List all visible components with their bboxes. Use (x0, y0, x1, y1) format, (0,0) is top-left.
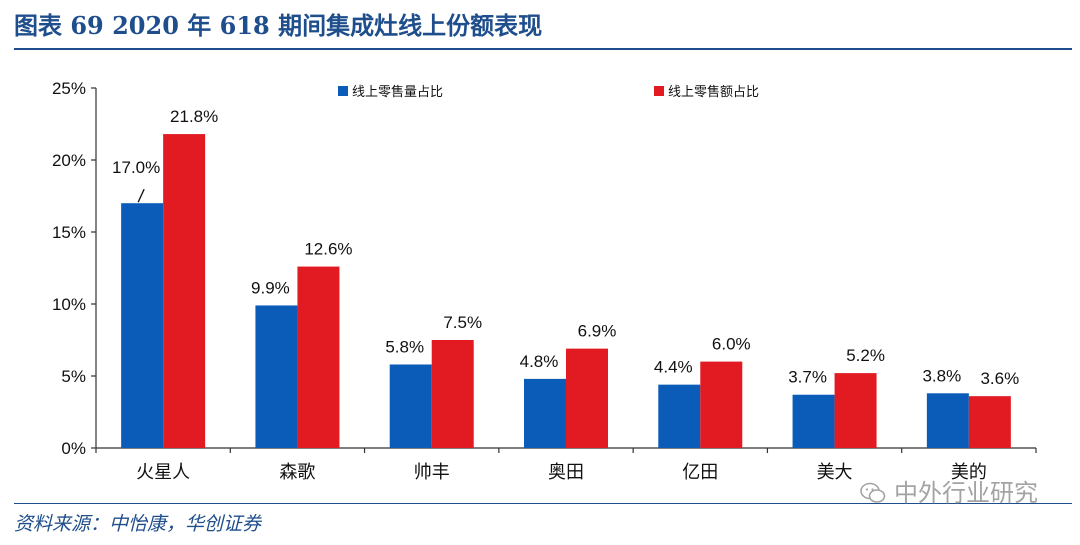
bar-volume (524, 378, 566, 448)
y-tick-label: 5% (61, 367, 86, 386)
data-label: 7.5% (443, 313, 482, 332)
bar-value (566, 348, 608, 448)
data-label: 3.6% (980, 369, 1019, 388)
source-note: 资料来源：中怡康，华创证券 (14, 513, 262, 535)
bar-volume (658, 384, 701, 448)
data-label: 9.9% (251, 278, 290, 297)
data-label: 3.7% (788, 368, 827, 387)
chart-title: 图表 69 2020 年 618 期间集成灶线上份额表现 (14, 11, 543, 40)
legend-label: 线上零售量占比 (352, 84, 443, 99)
data-label: 5.2% (846, 346, 885, 365)
x-tick-label: 帅丰 (414, 462, 450, 482)
legend-label: 线上零售额占比 (668, 84, 759, 99)
bar-value (297, 266, 340, 448)
x-tick-label: 美大 (817, 462, 853, 482)
source-divider (14, 503, 1072, 504)
bar-volume (121, 203, 164, 448)
data-label: 4.8% (520, 352, 559, 371)
bar-value (968, 396, 1011, 448)
legend-swatch (654, 86, 664, 96)
bar-value (163, 134, 206, 448)
bar-value (834, 373, 877, 448)
bar-volume (926, 393, 969, 448)
y-tick-label: 10% (52, 295, 86, 314)
bar-volume (255, 305, 298, 448)
data-label: 12.6% (304, 240, 352, 259)
data-label: 5.8% (385, 337, 424, 356)
x-tick-label: 奥田 (548, 462, 584, 482)
y-tick-label: 25% (52, 79, 86, 98)
bar-volume (792, 394, 835, 448)
wechat-icon (860, 482, 886, 503)
bar-volume (389, 364, 432, 448)
data-label: 17.0% (112, 158, 160, 177)
y-tick-label: 15% (52, 223, 86, 242)
data-label: 4.4% (654, 358, 693, 377)
data-label: 3.8% (922, 366, 961, 385)
bar-value (700, 361, 743, 448)
y-tick-label: 0% (61, 439, 86, 458)
watermark: 中外行业研究 (860, 478, 1038, 508)
data-label: 6.0% (712, 335, 751, 354)
x-tick-label: 森歌 (279, 462, 315, 482)
y-tick-label: 20% (52, 151, 86, 170)
chart-legend: 线上零售量占比 线上零售额占比 (338, 84, 759, 99)
bar-value (431, 340, 474, 448)
data-label: 21.8% (170, 107, 218, 126)
chart-axes: 0% 5% 10% 15% 20% 25% (52, 79, 1037, 458)
data-label: 6.9% (578, 322, 617, 341)
x-tick-label: 火星人 (136, 462, 190, 482)
title-divider (14, 48, 1072, 50)
x-tick-label: 亿田 (682, 462, 718, 482)
chart-bars (121, 134, 1011, 448)
watermark-text: 中外行业研究 (894, 479, 1038, 507)
chart-labels: 火星人 森歌 帅丰 奥田 亿田 美大 美的 17.0% 9.9% 5.8% 4.8% 4.4% 3.7%… (112, 107, 1019, 482)
x-tick-label: 美的 (951, 462, 987, 482)
legend-swatch (338, 86, 348, 96)
data-label-leader (137, 188, 145, 203)
